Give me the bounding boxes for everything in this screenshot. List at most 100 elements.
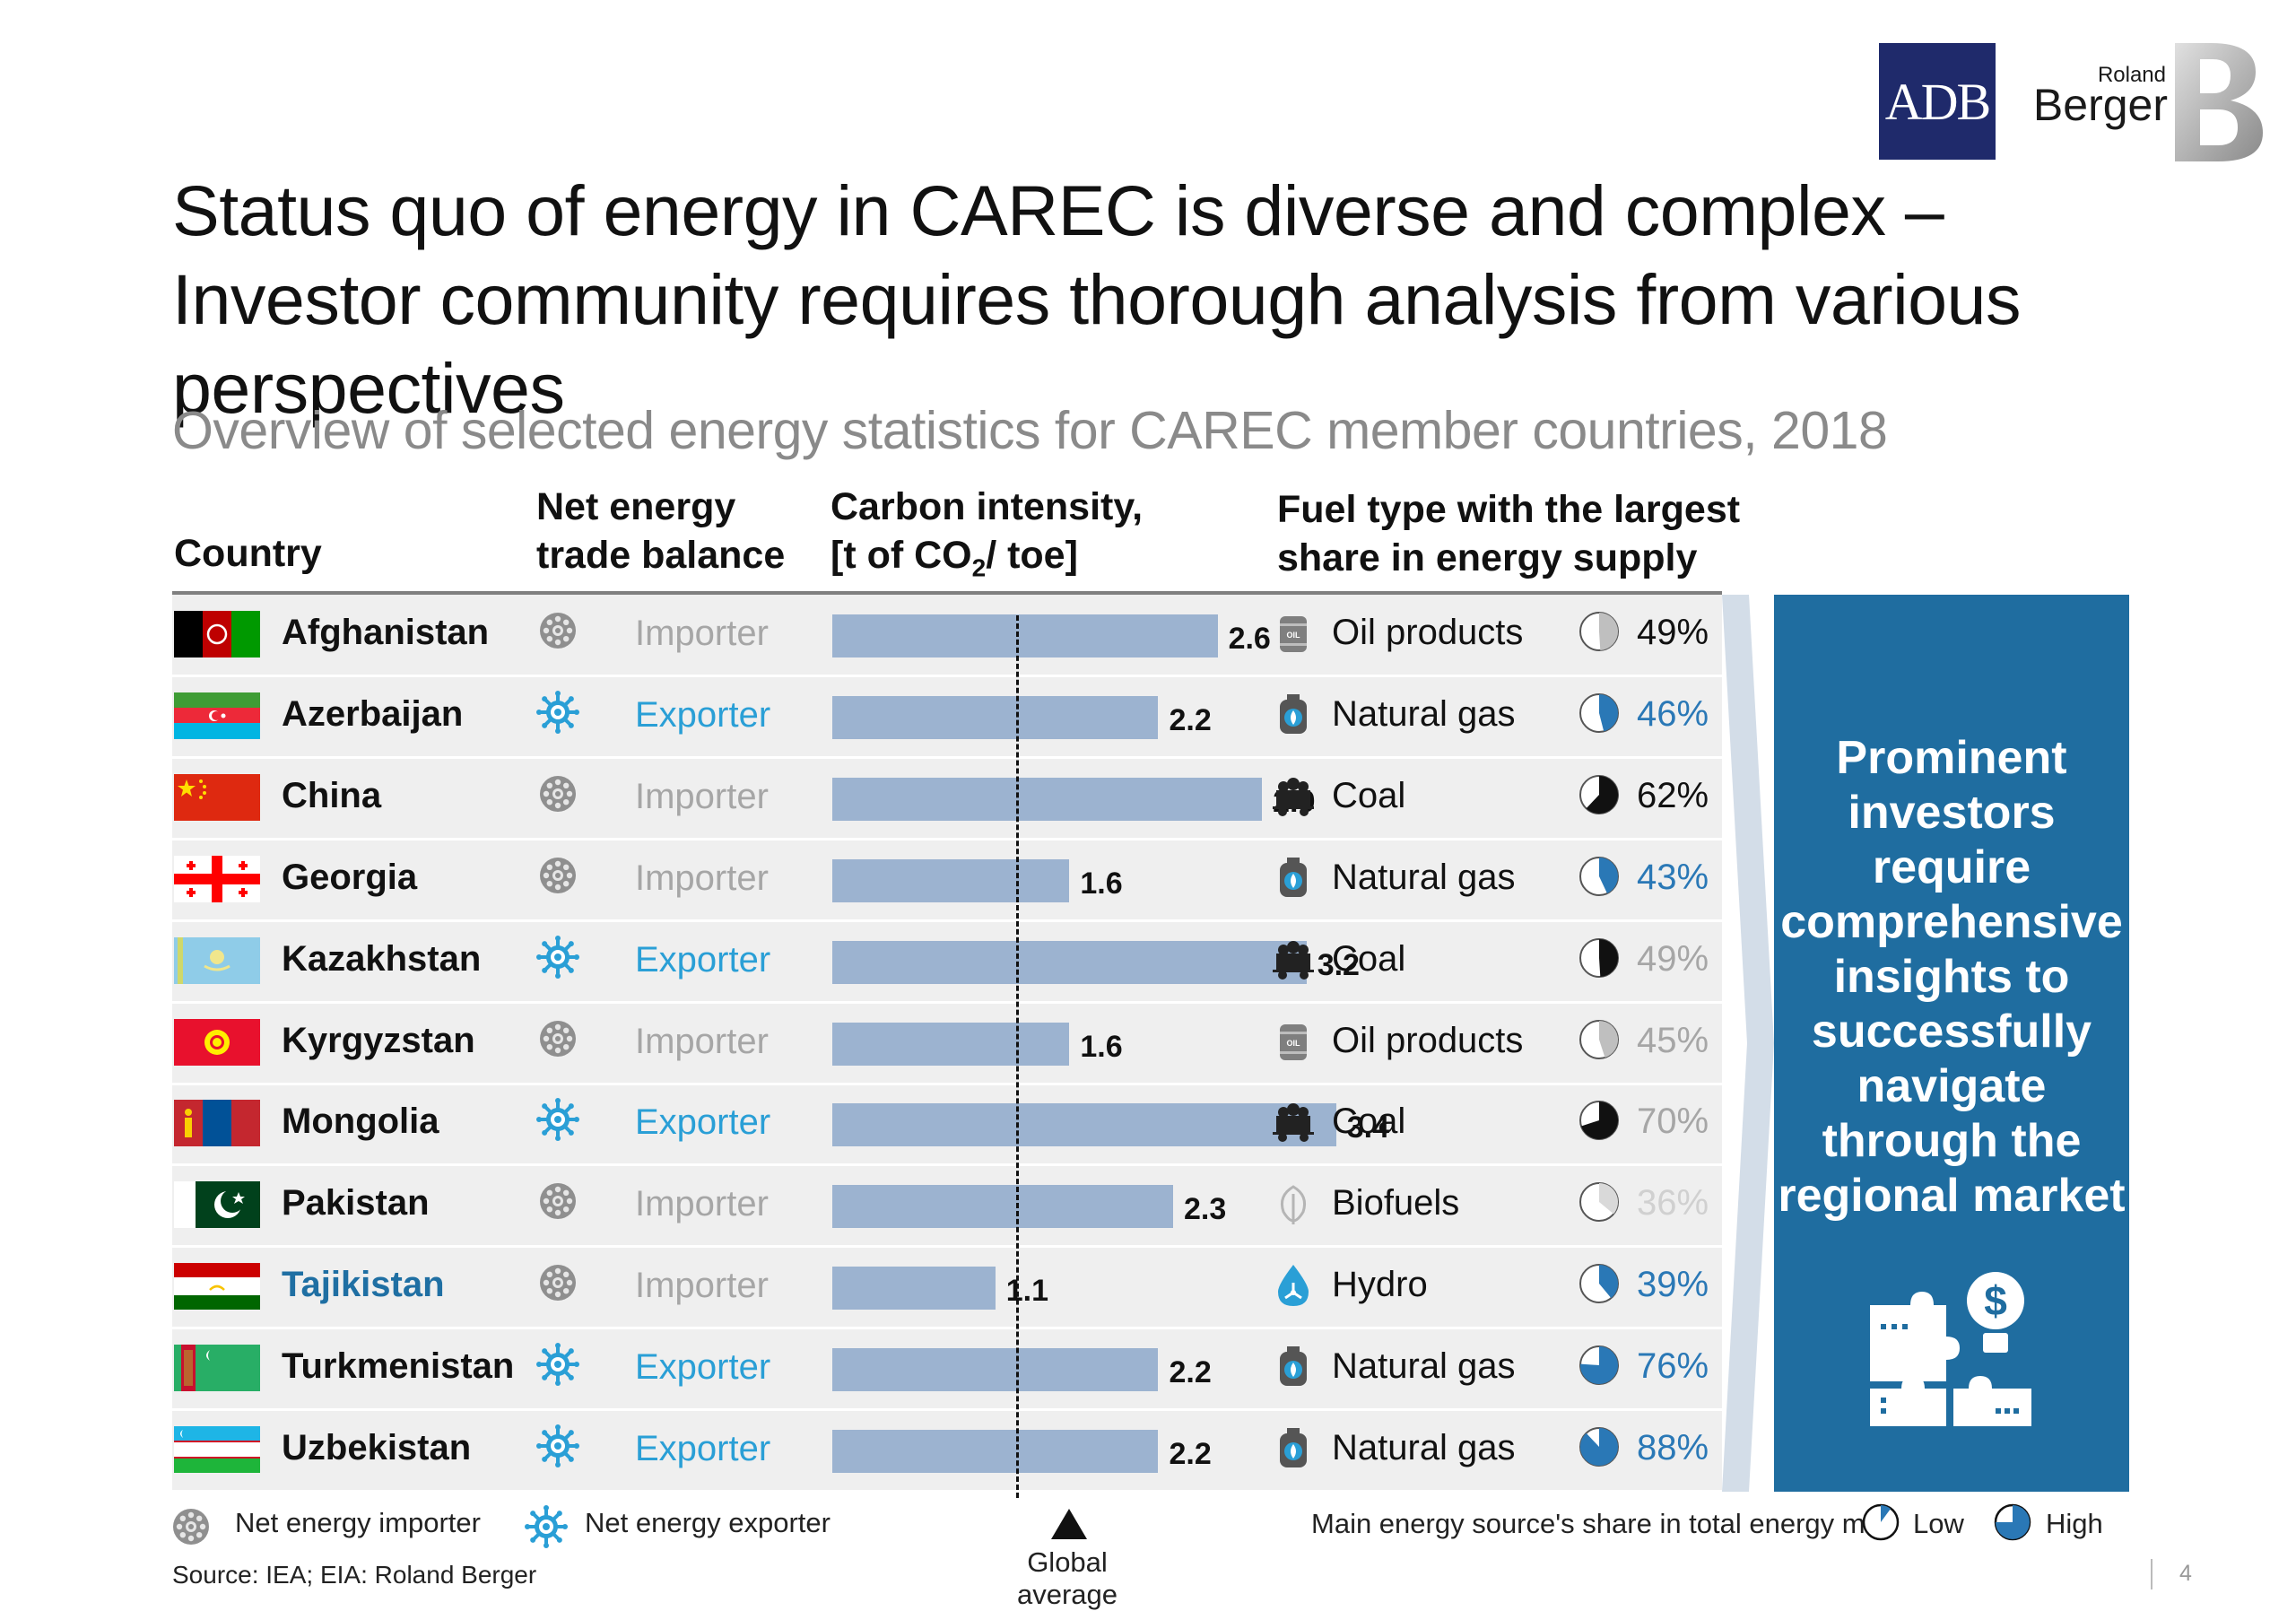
- header-trade-line1: Net energy: [536, 485, 736, 528]
- svg-text:OIL: OIL: [1287, 1039, 1301, 1048]
- country-name: Kazakhstan: [282, 938, 482, 979]
- carbon-intensity-bar: [832, 1430, 1159, 1473]
- country-name: Turkmenistan: [282, 1346, 515, 1387]
- importer-legend-icon: [173, 1509, 209, 1545]
- fuel-type-label: Natural gas: [1332, 1346, 1516, 1387]
- carbon-intensity-bar: [832, 1267, 996, 1311]
- table-row: ChinaImporter2.9Coal62%: [172, 758, 1722, 840]
- header-carbon-unit-a: [t of CO: [831, 534, 972, 577]
- coal-cart-icon: [1273, 940, 1314, 980]
- gas-cylinder-icon: [1280, 1428, 1307, 1467]
- carbon-intensity-bar: [832, 1185, 1173, 1229]
- fuel-type-label: Coal: [1332, 1102, 1406, 1142]
- country-name: Mongolia: [282, 1102, 439, 1142]
- roland-berger-logo-mark: [2175, 43, 2263, 161]
- exporter-icon: [536, 1343, 579, 1387]
- fuel-type-label: Coal: [1332, 938, 1406, 979]
- table-row: Pakistan Importer 2.3 Biofuels 36%: [172, 1165, 1722, 1249]
- share-pie-icon: [1579, 1345, 1619, 1386]
- share-percent: 88%: [1637, 1428, 1709, 1467]
- flag-icon: [174, 855, 260, 902]
- legend-low-pie-icon: [1862, 1503, 1900, 1541]
- country-name: China: [282, 775, 382, 815]
- share-percent: 39%: [1637, 1265, 1709, 1305]
- carbon-intensity-value: 2.3: [1184, 1192, 1227, 1227]
- fuel-type-label: Coal: [1332, 775, 1406, 815]
- exporter-icon: [536, 935, 579, 979]
- row-divider: [172, 675, 1722, 677]
- share-pie-icon: [1579, 1182, 1619, 1223]
- share-pie-icon: [1579, 612, 1619, 651]
- table-row: Afghanistan Importer 2.6 OIL Oil products 49%: [172, 595, 1722, 677]
- header-trade-balance: Net energy trade balance: [536, 483, 785, 579]
- share-percent: 62%: [1637, 775, 1709, 815]
- carbon-intensity-value: 2.6: [1228, 622, 1271, 656]
- fuel-type-label: Oil products: [1332, 613, 1524, 652]
- carbon-intensity-bar: [832, 1103, 1336, 1147]
- country-name: Georgia: [282, 857, 418, 897]
- header-fuel-type: Fuel type with the largest share in ener…: [1277, 485, 1740, 582]
- fuel-type-label: Natural gas: [1332, 693, 1516, 734]
- carbon-intensity-value: 3.2: [1317, 947, 1360, 982]
- fuel-type-label: Oil products: [1332, 1020, 1524, 1060]
- share-percent: 70%: [1637, 1102, 1709, 1142]
- table-row: Turkmenistan Exporter 2.2 Natural gas 76%: [172, 1328, 1722, 1412]
- row-divider: [172, 1245, 1722, 1249]
- carbon-intensity-value: 2.2: [1169, 1437, 1212, 1471]
- country-name: Pakistan: [282, 1183, 430, 1223]
- country-name: Uzbekistan: [282, 1428, 472, 1467]
- carbon-intensity-bar: [832, 1348, 1159, 1392]
- exporter-icon: [536, 1424, 579, 1467]
- share-percent: 36%: [1637, 1183, 1709, 1223]
- table-row: Georgia Importer 1.6 Natural gas 43%: [172, 840, 1722, 922]
- header-fuel-line1: Fuel type with the largest: [1277, 488, 1741, 531]
- legend-importer: Net energy importer: [235, 1507, 481, 1538]
- share-percent: 49%: [1637, 613, 1709, 652]
- table-row: Kyrgyzstan Importer 1.6 OIL Oil products 45%: [172, 1003, 1722, 1085]
- svg-text:$: $: [1984, 1277, 2007, 1324]
- flag-icon: [174, 773, 260, 821]
- importer-icon: [540, 775, 576, 812]
- row-divider: [172, 1408, 1722, 1412]
- share-percent: 46%: [1637, 693, 1709, 734]
- row-divider: [172, 1163, 1722, 1167]
- carbon-intensity-value: 1.1: [1005, 1274, 1048, 1309]
- chart-subtitle: Overview of selected energy statistics f…: [172, 401, 1888, 460]
- trade-balance-label: Exporter: [635, 1347, 771, 1388]
- page-number: 4: [2179, 1561, 2192, 1586]
- header-carbon-intensity: Carbon intensity, [t of CO2/ toe]: [831, 483, 1143, 593]
- row-divider: [172, 1082, 1722, 1085]
- flag-icon: [174, 936, 260, 984]
- flag-icon: [174, 1018, 260, 1066]
- exporter-icon: [536, 1098, 579, 1142]
- fuel-type-label: Natural gas: [1332, 857, 1516, 897]
- trade-balance-label: Exporter: [635, 1102, 771, 1143]
- page-number-divider: [2151, 1559, 2152, 1589]
- header-trade-line2: trade balance: [536, 534, 786, 577]
- carbon-intensity-value: 2.2: [1169, 702, 1212, 737]
- flag-icon: [174, 692, 260, 739]
- table-row: Uzbekistan Exporter 2.2 Natural gas 88%: [172, 1410, 1722, 1493]
- flag-icon: [174, 1426, 260, 1473]
- trade-balance-label: Importer: [635, 776, 769, 816]
- flag-icon: [174, 1181, 260, 1229]
- carbon-intensity-value: 1.6: [1080, 1029, 1123, 1064]
- puzzle-dollar-icon: $: [1870, 1272, 2031, 1426]
- global-average-marker: [1051, 1509, 1087, 1539]
- country-name: Afghanistan: [282, 613, 490, 652]
- header-carbon-line1: Carbon intensity,: [831, 485, 1144, 528]
- fuel-type-label: Hydro: [1332, 1265, 1428, 1305]
- trade-balance-label: Importer: [635, 1266, 769, 1306]
- share-pie-icon: [1579, 937, 1619, 978]
- legend-exporter: Net energy exporter: [585, 1507, 831, 1538]
- adb-logo-text: ADB: [1884, 72, 1991, 131]
- share-pie-icon: [1579, 856, 1619, 896]
- flag-icon: [174, 1263, 260, 1311]
- importer-icon: [540, 857, 576, 893]
- table-row: Mongolia Exporter 3.4 Coal 70%: [172, 1084, 1722, 1167]
- header-country: Country: [174, 532, 322, 575]
- carbon-intensity-bar: [832, 858, 1070, 902]
- row-divider: [172, 837, 1722, 840]
- share-pie-icon: [1579, 1264, 1619, 1304]
- importer-icon: [540, 1183, 576, 1220]
